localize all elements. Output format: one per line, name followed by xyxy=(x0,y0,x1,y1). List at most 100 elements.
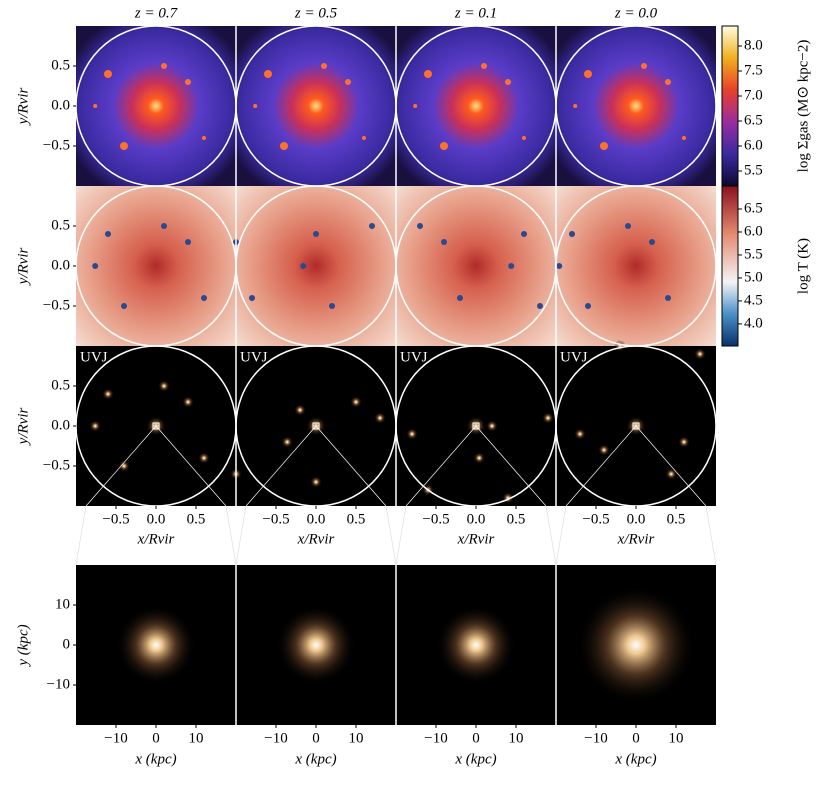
gas-map xyxy=(236,26,396,186)
cold-clump xyxy=(556,263,563,269)
satellite xyxy=(486,420,498,432)
x-tick-label: 0.5 xyxy=(667,511,686,527)
x-tick-label: 0 xyxy=(312,730,320,746)
gas-clump xyxy=(104,70,112,78)
panel-label: UVJ xyxy=(400,349,428,365)
temperature-map xyxy=(76,186,236,346)
zoom-line xyxy=(155,425,227,507)
gas-clump xyxy=(505,79,511,85)
colorbar-tick-label: 6.0 xyxy=(744,223,763,239)
x-tick-label: 0.0 xyxy=(147,511,166,527)
temperature-map xyxy=(396,186,556,346)
colorbar-label: log Σgas (M⊙ kpc−2) xyxy=(795,40,811,173)
x-tick-label: 10 xyxy=(669,730,684,746)
zoom-line xyxy=(475,425,547,507)
cold-clump xyxy=(508,263,515,269)
colorbar-tick-label: 8.0 xyxy=(744,37,763,53)
x-axis-label: x/Rvir xyxy=(137,531,175,547)
gas-clump xyxy=(682,136,686,140)
satellite xyxy=(473,452,486,464)
x-tick-label: −0.5 xyxy=(582,511,609,527)
x-tick-label: 0.5 xyxy=(187,511,206,527)
cold-clump xyxy=(457,295,463,301)
y-tick-label: 0.0 xyxy=(51,257,70,273)
cold-clump xyxy=(521,231,527,237)
x-tick-label: 10 xyxy=(509,730,524,746)
gas-clump xyxy=(264,70,272,78)
satellite xyxy=(118,460,130,472)
x-tick-label: 0 xyxy=(152,730,160,746)
temperature-map xyxy=(236,186,396,346)
satellite xyxy=(694,348,706,360)
satellite xyxy=(614,340,626,352)
x-tick-label: −10 xyxy=(104,730,127,746)
panel-label: UVJ xyxy=(560,349,588,365)
cold-clump xyxy=(569,231,575,237)
colorbar-tick-label: 5.5 xyxy=(744,246,763,262)
gas-clump xyxy=(584,70,592,78)
cold-clump xyxy=(665,295,671,301)
gas-clump xyxy=(424,70,432,78)
gas-map xyxy=(556,26,716,186)
satellite xyxy=(374,412,386,424)
cold-clump xyxy=(649,239,655,245)
gas-clump xyxy=(362,136,366,140)
colorbar-tick-label: 5.0 xyxy=(744,269,763,285)
cold-clump xyxy=(329,303,335,309)
cold-clump xyxy=(625,223,631,229)
gas-clump xyxy=(161,63,167,69)
zoom-line xyxy=(565,425,637,507)
gas-clump xyxy=(93,104,98,108)
cold-clump xyxy=(441,239,447,245)
colorbar-tick-label: 7.5 xyxy=(744,62,763,78)
column-title: z = 0.1 xyxy=(454,5,497,21)
colorbar xyxy=(721,185,739,347)
panel-label: UVJ xyxy=(80,349,108,365)
y-tick-label: 0.5 xyxy=(51,57,70,73)
x-axis-label: x (kpc) xyxy=(294,751,336,767)
y-tick-label: −10 xyxy=(47,676,70,692)
cold-clump xyxy=(249,295,255,301)
y-tick-label: 0 xyxy=(63,636,71,652)
gas-clump xyxy=(253,104,258,108)
zoom-line xyxy=(545,505,557,566)
zoom-line xyxy=(75,505,87,566)
zoom-box xyxy=(472,422,480,430)
colorbar-tick-label: 7.0 xyxy=(744,87,763,103)
zoom-line xyxy=(315,425,387,507)
cold-clump xyxy=(201,295,207,301)
x-tick-label: 0.0 xyxy=(307,511,326,527)
zoom-line xyxy=(635,425,707,507)
zoom-box xyxy=(152,422,160,430)
satellite xyxy=(281,436,294,448)
satellite xyxy=(294,404,306,416)
colorbar-tick-label: 6.5 xyxy=(744,112,763,128)
column-title: z = 0.7 xyxy=(134,5,179,21)
zoom-line xyxy=(85,425,157,507)
satellite xyxy=(310,476,322,488)
satellite xyxy=(542,412,554,424)
y-tick-label: 0.0 xyxy=(51,97,70,113)
gas-clump xyxy=(413,104,418,108)
gas-map xyxy=(76,26,236,186)
cold-clump xyxy=(537,303,543,309)
x-tick-label: 0.0 xyxy=(467,511,486,527)
y-tick-label: −0.5 xyxy=(43,457,70,473)
cold-clump xyxy=(300,263,307,269)
gas-clump xyxy=(573,104,578,108)
x-tick-label: 0.5 xyxy=(347,511,366,527)
colorbar-tick-label: 4.0 xyxy=(744,315,763,331)
x-tick-label: −0.5 xyxy=(102,511,129,527)
colorbar-tick-label: 4.5 xyxy=(744,292,763,308)
gas-clump xyxy=(641,63,647,69)
zoom-box xyxy=(312,422,320,430)
gas-clump xyxy=(202,136,206,140)
column-title: z = 0.5 xyxy=(294,5,338,21)
cold-clump xyxy=(585,303,591,309)
gas-map xyxy=(396,26,556,186)
x-tick-label: −10 xyxy=(264,730,287,746)
satellite xyxy=(598,444,610,456)
y-axis-label: y (kpc) xyxy=(15,624,31,667)
y-tick-label: −0.5 xyxy=(43,137,70,153)
